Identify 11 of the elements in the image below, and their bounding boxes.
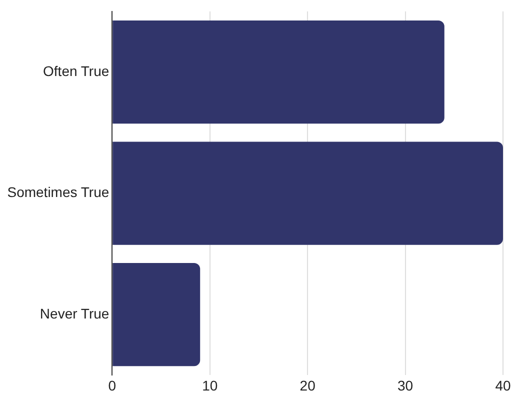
bar xyxy=(112,142,503,245)
x-tick-label: 30 xyxy=(398,377,414,394)
bar xyxy=(112,20,444,124)
x-tick-label: 0 xyxy=(108,377,116,394)
x-tick-label: 10 xyxy=(202,377,218,394)
y-tick-label: Never True xyxy=(40,305,110,322)
x-tick-label: 40 xyxy=(495,377,511,394)
x-tick-label: 20 xyxy=(300,377,316,394)
y-tick-label: Often True xyxy=(43,62,110,79)
y-tick-label: Sometimes True xyxy=(7,184,110,200)
bar xyxy=(112,263,200,366)
